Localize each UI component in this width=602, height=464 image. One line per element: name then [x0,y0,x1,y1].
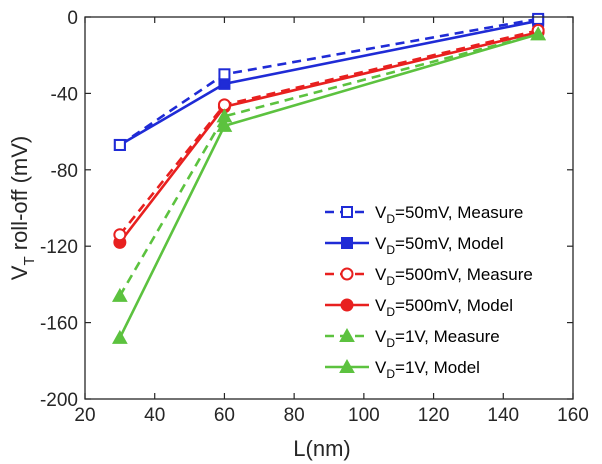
x-tick-label: 100 [348,405,380,426]
data-point [218,68,231,81]
x-tick-label: 160 [557,405,589,426]
y-axis-title-subscript: T [21,256,38,265]
y-tick-label: -120 [40,237,78,258]
legend: VD=50mV, Measure VD=50mV, Model VD=500mV, … [325,203,533,381]
legend-marker [339,327,355,342]
legend-label: VD=50mV, Model [375,234,504,257]
x-tick-label: 20 [74,405,95,426]
data-point [532,12,545,25]
legend-marker [340,267,354,281]
x-tick-label: 80 [284,405,305,426]
data-point [113,228,127,242]
legend-entry: VD=500mV, Measure [325,265,533,288]
data-point [112,287,128,302]
legend-label: VD=50mV, Measure [375,203,523,226]
legend-label: VD=1V, Model [375,358,480,381]
series-layer [112,12,546,344]
y-tick-label: 0 [67,8,78,29]
legend-marker [341,206,353,218]
legend-label: VD=1V, Measure [375,327,500,350]
legend-label: VD=500mV, Measure [375,265,533,288]
data-point [112,329,128,344]
data-point [530,26,546,41]
x-tick-label: 40 [144,405,165,426]
legend-entry: VD=1V, Model [325,358,480,381]
series-line [118,32,539,297]
y-axis-title-main: V [7,265,32,280]
x-tick-label: 120 [418,405,450,426]
legend-entry: VD=1V, Measure [325,327,500,350]
legend-entry: VD=50mV, Measure [325,203,523,226]
series-v-d-500mv-measure [113,23,545,242]
data-point [113,138,126,151]
legend-marker [341,237,353,249]
x-tick-label: 140 [487,405,519,426]
legend-marker [340,298,354,312]
y-tick-label: -200 [40,390,78,411]
legend-marker [339,358,355,373]
legend-entry: VD=500mV, Model [325,296,513,319]
y-tick-label: -80 [51,161,78,182]
axes-layer: 20 40 60 80 100 120 140 160 0 -40 -80 -120 -160 -200 [40,8,589,426]
data-point [218,77,231,90]
series-v-d-1v-measure [112,26,546,302]
data-point [216,108,233,123]
data-point [216,117,233,132]
y-axis-title: VT roll-off (mV) [7,136,38,280]
y-tick-label: -160 [40,314,78,335]
x-tick-label: 60 [214,405,235,426]
series-v-d-50mv-measure [113,12,545,151]
axes-box [84,16,574,400]
y-axis-title-rest: roll-off (mV) [7,136,32,257]
legend-entry: VD=50mV, Model [325,234,504,257]
x-axis-title: L(nm) [293,436,350,461]
y-tick-label: -40 [51,84,78,105]
legend-label: VD=500mV, Model [375,296,513,319]
